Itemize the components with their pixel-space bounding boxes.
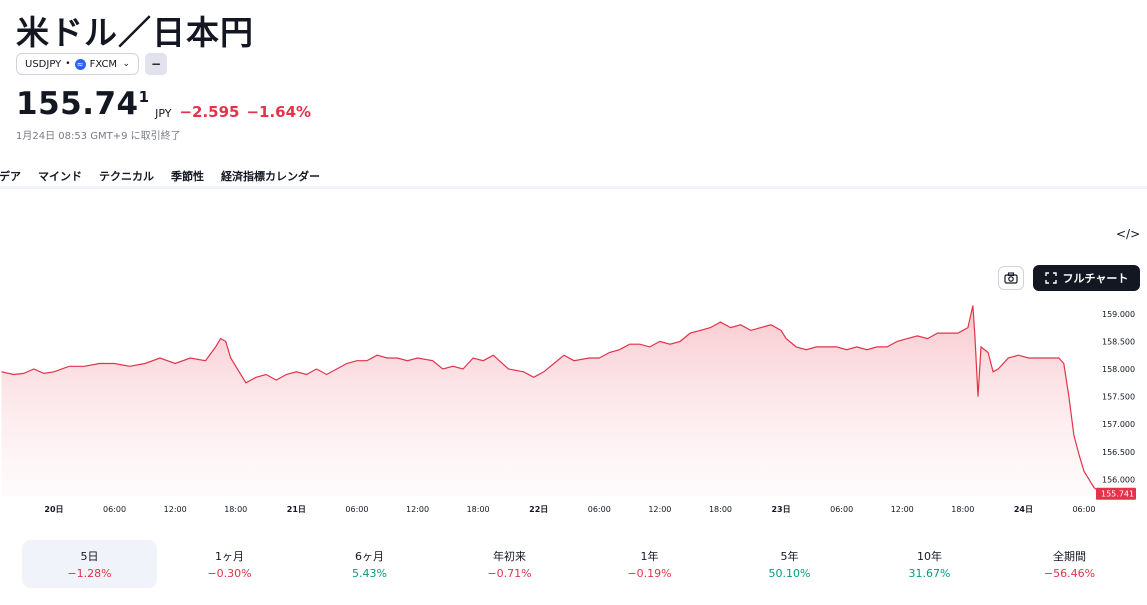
last-price-label: 155.741 — [1101, 490, 1134, 499]
x-tick-label: 06:00 — [345, 505, 368, 514]
period-value: 5.43% — [352, 567, 387, 580]
price-change: −2.595 — [179, 103, 240, 121]
y-tick-label: 158.000 — [1102, 365, 1135, 374]
price-chart[interactable]: 159.000 158.500 158.000 157.500 157.000 156.5… — [0, 300, 1147, 525]
price-block: 155.74 1 JPY −2.595 −1.64% — [16, 86, 311, 122]
period-label: 10年 — [917, 550, 942, 563]
x-axis: 20日 06:00 12:00 18:00 21日 06:00 12:00 18:00 22日 0… — [44, 505, 1095, 514]
period-value: 31.67% — [908, 567, 951, 580]
period-1y[interactable]: 1年 −0.19% — [582, 540, 717, 588]
y-tick-label: 156.500 — [1102, 448, 1135, 457]
x-tick-label: 18:00 — [951, 505, 974, 514]
page-title: 米ドル／日本円 — [16, 13, 254, 52]
period-label: 1ヶ月 — [215, 550, 244, 563]
period-all[interactable]: 全期間 −56.46% — [1002, 540, 1137, 588]
period-label: 5日 — [80, 550, 99, 563]
currency-label: JPY — [155, 107, 172, 120]
market-status: 1月24日 08:53 GMT+9 に取引終了 — [16, 131, 181, 142]
tab-seasonality[interactable]: 季節性 — [171, 170, 204, 183]
chevron-down-icon: ⌄ — [122, 59, 130, 69]
x-tick-label: 24日 — [1014, 505, 1033, 514]
tab-sentiment[interactable]: マインド — [38, 170, 82, 183]
minus-button[interactable]: − — [145, 53, 167, 75]
period-value: −0.19% — [627, 567, 672, 580]
x-tick-label: 18:00 — [224, 505, 247, 514]
x-tick-label: 18:00 — [467, 505, 490, 514]
x-tick-label: 22日 — [529, 505, 548, 514]
last-price-box — [1096, 487, 1136, 500]
embed-code-icon[interactable]: </> — [1116, 227, 1141, 241]
tab-technicals[interactable]: テクニカル — [99, 170, 154, 183]
symbol-label: USDJPY — [25, 58, 62, 70]
last-price: 155.74 — [16, 86, 139, 122]
period-1m[interactable]: 1ヶ月 −0.30% — [162, 540, 297, 588]
snapshot-button[interactable] — [998, 266, 1024, 290]
x-tick-label: 20日 — [44, 505, 63, 514]
symbol-selector[interactable]: USDJPY • ≈ FXCM ⌄ — [16, 53, 139, 75]
x-tick-label: 12:00 — [406, 505, 429, 514]
exchange-label: FXCM — [89, 58, 118, 70]
symbol-separator: • — [65, 59, 71, 69]
period-label: 年初来 — [493, 550, 526, 563]
period-label: 5年 — [780, 550, 799, 563]
x-tick-label: 06:00 — [588, 505, 611, 514]
full-chart-label: フルチャート — [1062, 272, 1129, 285]
y-tick-label: 159.000 — [1102, 310, 1135, 319]
y-tick-label: 156.000 — [1102, 475, 1135, 484]
price-line — [1, 305, 1110, 495]
fxcm-logo-icon: ≈ — [74, 58, 86, 70]
x-tick-label: 21日 — [287, 505, 306, 514]
x-tick-label: 12:00 — [164, 505, 187, 514]
last-price-fraction: 1 — [138, 88, 150, 106]
period-label: 全期間 — [1053, 550, 1086, 563]
period-ytd[interactable]: 年初来 −0.71% — [442, 540, 577, 588]
tabs-divider — [0, 186, 1147, 189]
y-tick-label: 157.000 — [1102, 420, 1135, 429]
x-tick-label: 06:00 — [103, 505, 126, 514]
tab-economic-calendar[interactable]: 経済指標カレンダー — [221, 170, 320, 183]
y-axis: 159.000 158.500 158.000 157.500 157.000 156.5… — [1102, 310, 1135, 485]
camera-icon — [1004, 272, 1018, 284]
period-label: 1年 — [640, 550, 659, 563]
x-tick-label: 18:00 — [709, 505, 732, 514]
period-5y[interactable]: 5年 50.10% — [722, 540, 857, 588]
x-tick-label: 06:00 — [830, 505, 853, 514]
period-value: −1.28% — [67, 567, 112, 580]
period-value: −0.30% — [207, 567, 252, 580]
period-value: 50.10% — [768, 567, 811, 580]
section-tabs: デア マインド テクニカル 季節性 経済指標カレンダー — [0, 168, 337, 184]
x-tick-label: 23日 — [771, 505, 790, 514]
x-tick-label: 12:00 — [648, 505, 671, 514]
price-area-fill — [1, 305, 1110, 496]
period-6m[interactable]: 6ヶ月 5.43% — [302, 540, 437, 588]
price-change-percent: −1.64% — [246, 103, 312, 121]
period-value: −0.71% — [487, 567, 532, 580]
period-value: −56.46% — [1043, 567, 1096, 580]
period-performance: 5日 −1.28% 1ヶ月 −0.30% 6ヶ月 5.43% 年初来 −0.71% 1年… — [22, 540, 1142, 588]
tab-ideas[interactable]: デア — [0, 170, 21, 183]
y-tick-label: 157.500 — [1102, 393, 1135, 402]
last-price-marker: 155.741 — [1096, 487, 1136, 500]
y-tick-label: 158.500 — [1102, 337, 1135, 346]
period-5d[interactable]: 5日 −1.28% — [22, 540, 157, 588]
period-label: 6ヶ月 — [355, 550, 384, 563]
x-tick-label: 12:00 — [891, 505, 914, 514]
full-chart-button[interactable]: フルチャート — [1033, 265, 1140, 291]
x-tick-label: 06:00 — [1072, 505, 1095, 514]
expand-icon — [1044, 272, 1057, 284]
period-10y[interactable]: 10年 31.67% — [862, 540, 997, 588]
